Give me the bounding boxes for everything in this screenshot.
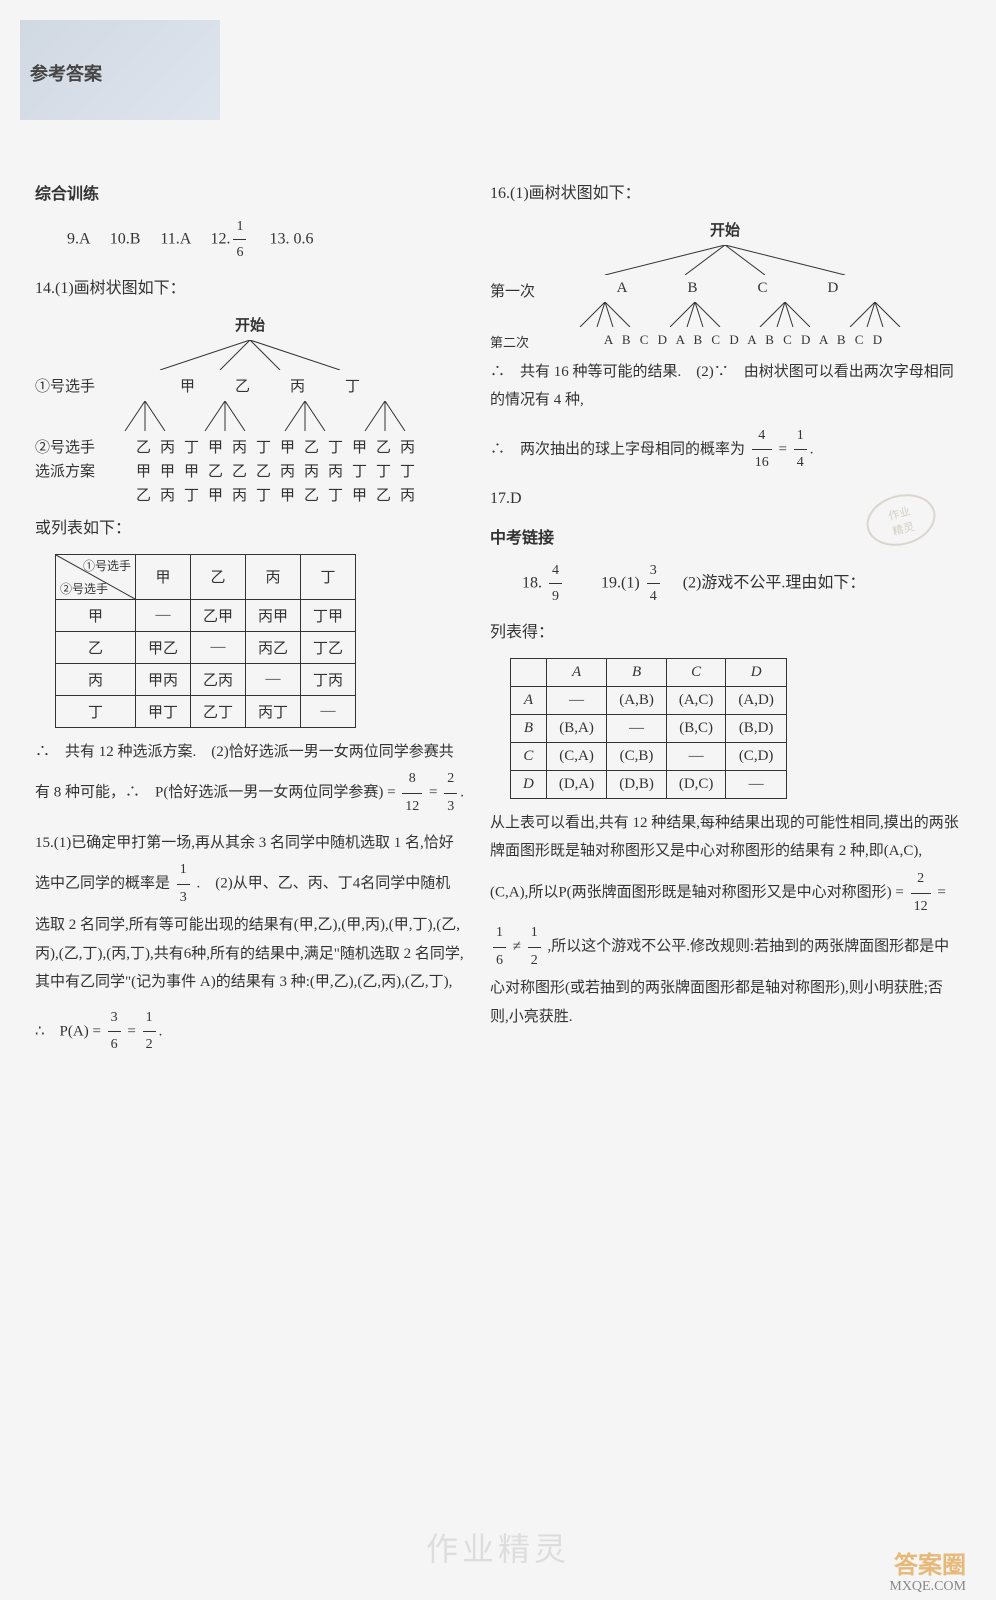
tree-branches-2 (70, 401, 430, 431)
watermark-brand: 答案圈 (894, 1545, 966, 1580)
q14-intro: 14.(1)画树状图如下： (35, 275, 465, 304)
tree-level1-items: 甲乙丙丁 (180, 379, 400, 395)
answers-line: 9.A 10.B 11.A 12.16 13. 0.6 (35, 214, 465, 265)
table-header: B (607, 658, 667, 686)
select-row: 选派方案 甲甲甲乙乙乙丙丙丙丁丁丁 (35, 460, 465, 481)
table-row: C(C,A)(C,B)—(C,D) (511, 742, 787, 770)
q10-answer: B (130, 230, 141, 247)
select-row2: 乙丙丁甲丙丁甲乙丁甲乙丙 (136, 488, 424, 504)
left-column: 综合训练 9.A 10.B 11.A 12.16 13. 0.6 14.(1)画… (35, 180, 465, 1067)
q16-intro: 16.(1)画树状图如下： (490, 180, 960, 209)
q16-answer-2: ∴ 两次抽出的球上字母相同的概率为 416 = 14. (490, 423, 960, 477)
select-label: 选派方案 (35, 460, 95, 481)
q11-answer: A (180, 230, 191, 247)
q15-text: 15.(1)已确定甲打第一场,再从其余 3 名同学中随机选取 1 名,恰好选中乙… (35, 829, 465, 997)
tree-level-2: ②号选手 乙丙丁甲丙丁甲乙丁甲乙丙 (35, 436, 465, 457)
table-row: 丙甲丙乙丙—丁丙 (56, 663, 356, 695)
tree16-level1: 第一次 ABCD (490, 280, 960, 297)
q9-answer: A (79, 230, 90, 247)
table-row: 甲—乙甲丙甲丁甲 (56, 599, 356, 631)
table-row: D(D,A)(D,B)(D,C)— (511, 770, 787, 798)
table-19: A B C D A—(A,B)(A,C)(A,D) B(B,A)—(B,C)(B… (510, 658, 787, 799)
q12-fraction: 16 (233, 214, 246, 265)
table-row: A—(A,B)(A,C)(A,D) (511, 686, 787, 714)
tree16-branches-1 (535, 245, 915, 275)
table-14: ①号选手 ②号选手 甲 乙 丙 丁 甲—乙甲丙甲丁甲 乙甲乙—丙乙丁乙 丙甲丙乙… (55, 554, 356, 728)
select-row1: 甲甲甲乙乙乙丙丙丙丁丁丁 (136, 464, 424, 480)
q13-answer: 0.6 (294, 230, 314, 247)
right-column: 16.(1)画树状图如下： 开始 第一次 ABCD 第二次 A B C D (490, 180, 960, 1039)
table-header: 丙 (246, 554, 301, 599)
table-header: D (726, 658, 786, 686)
tree16-root: 开始 (490, 219, 960, 240)
tree-label-1: ①号选手 (35, 375, 95, 396)
table19-intro: 列表得： (490, 619, 960, 648)
table-header: 甲 (136, 554, 191, 599)
tree-branches-1 (100, 340, 400, 370)
tree16-level2: 第二次 A B C D A B C D A B C D A B C D (490, 332, 960, 348)
q19-answer-text: 从上表可以看出,共有 12 种结果,每种结果出现的可能性相同,摸出的两张牌面图形… (490, 809, 960, 1031)
table-header: 丁 (301, 554, 356, 599)
tree16-branches-2 (515, 302, 935, 327)
tree-level-1: ①号选手 甲乙丙丁 (35, 375, 465, 396)
diag-header: ①号选手 ②号选手 (56, 554, 136, 599)
tree-root: 开始 (35, 314, 465, 335)
table-cell (511, 658, 547, 686)
q16-answer-1: ∴ 共有 16 种等可能的结果. (2)∵ 由树状图可以看出两次字母相同的情况有… (490, 358, 960, 415)
table-header: A (546, 658, 606, 686)
page-title: 参考答案 (30, 60, 102, 86)
q14-answer-text: ∴ 共有 12 种选派方案. (2)恰好选派一男一女两位同学参赛共有 8 种可能… (35, 738, 465, 821)
q18-q19-line: 18. 49 19.(1) 34 (2)游戏不公平.理由如下： (490, 558, 960, 609)
watermark-center: 作业精灵 (426, 1524, 570, 1570)
table-header: C (666, 658, 726, 686)
table-row: 丁甲丁乙丁丙丁— (56, 695, 356, 727)
section-heading: 综合训练 (35, 180, 465, 204)
q14-table-intro: 或列表如下： (35, 515, 465, 544)
table-header: 乙 (191, 554, 246, 599)
tree-diagram-14: 开始 ①号选手 甲乙丙丁 ②号选手 乙丙丁甲丙丁甲乙丁甲乙丙 (35, 314, 465, 505)
q15-final: ∴ P(A) = 36 = 12. (35, 1005, 465, 1059)
tree-diagram-16: 开始 第一次 ABCD 第二次 A B C D A B C D A B C D … (490, 219, 960, 348)
watermark-url: MXQE.COM (889, 1579, 966, 1595)
table-row: 乙甲乙—丙乙丁乙 (56, 631, 356, 663)
table-row: B(B,A)—(B,C)(B,D) (511, 714, 787, 742)
tree-label-2: ②号选手 (35, 436, 95, 457)
select-row2-wrap: 乙丙丁甲丙丁甲乙丁甲乙丙 (35, 484, 465, 505)
tree-level2-items: 乙丙丁甲丙丁甲乙丁甲乙丙 (136, 440, 424, 456)
